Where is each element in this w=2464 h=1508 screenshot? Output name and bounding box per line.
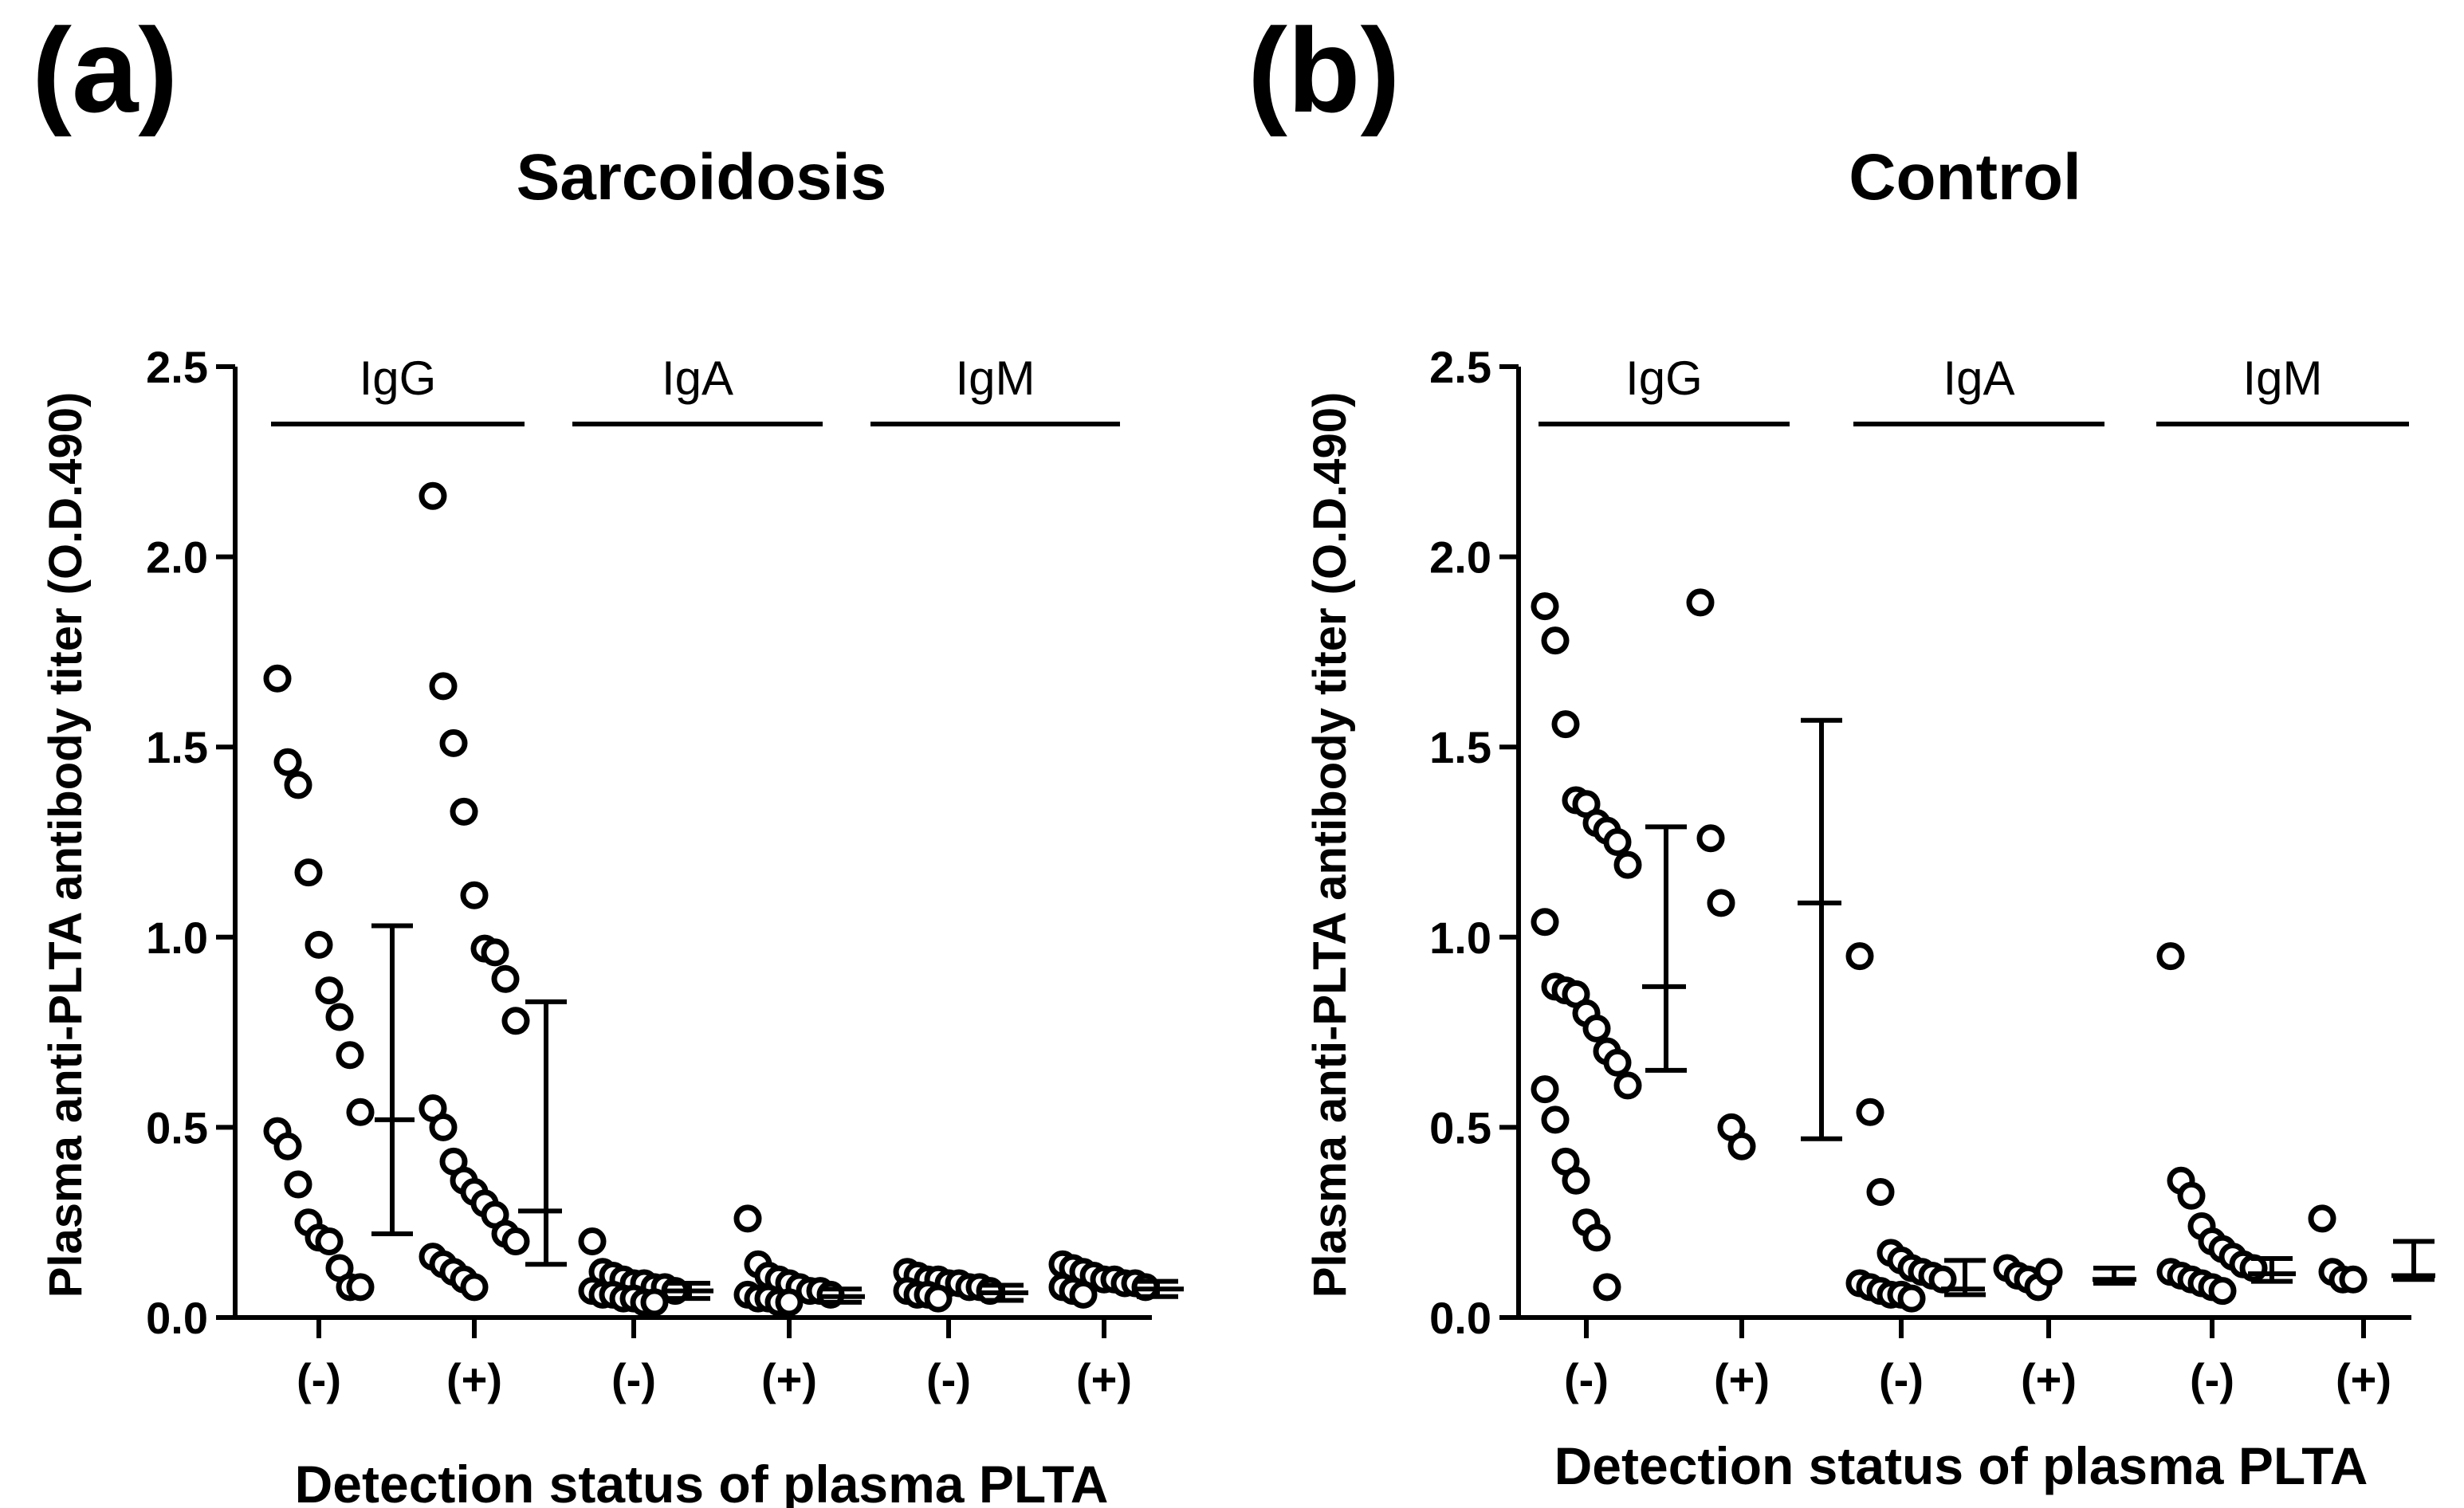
x-axis-label-b: Detection status of plasma PLTA	[1554, 1436, 2368, 1495]
x-tick-label: (+)	[761, 1354, 817, 1404]
data-point	[429, 1113, 458, 1141]
x-tick-label: (-)	[2190, 1354, 2234, 1404]
data-point	[1582, 1223, 1611, 1252]
data-point	[1582, 1014, 1611, 1043]
y-tick-label: 0.5	[146, 1102, 208, 1153]
data-point	[346, 1273, 375, 1302]
data-point	[1603, 828, 1632, 856]
y-tick-label: 0.5	[1429, 1102, 1491, 1153]
group-label: IgM	[2242, 351, 2322, 405]
x-tick-label: (-)	[1564, 1354, 1609, 1404]
y-tick-label: 0.0	[146, 1293, 208, 1343]
panel-title-b: Control	[1849, 141, 2081, 214]
data-point	[733, 1204, 762, 1233]
data-point	[1856, 1098, 1884, 1126]
data-point	[429, 672, 458, 701]
data-point	[924, 1284, 953, 1313]
data-point	[1069, 1280, 1098, 1309]
data-point	[1845, 942, 1874, 971]
panel-a: (a) Sarcoidosis Plasma anti-PLTA antibod…	[32, 3, 1184, 1508]
data-point	[1707, 889, 1735, 917]
x-tick-label: (+)	[2021, 1354, 2077, 1404]
data-point	[315, 976, 344, 1005]
y-tick-label: 1.5	[1429, 722, 1491, 772]
data-point	[273, 748, 302, 776]
x-axis-label-a: Detection status of plasma PLTA	[295, 1455, 1109, 1508]
data-point	[578, 1227, 607, 1256]
data-point	[1897, 1284, 1926, 1313]
panel-label-a: (a)	[32, 3, 178, 137]
data-point	[439, 728, 468, 757]
data-point	[1727, 1132, 1756, 1160]
data-point	[273, 1132, 302, 1160]
group-label: IgA	[1943, 351, 2014, 405]
data-point	[1562, 1166, 1590, 1195]
data-point	[1541, 626, 1570, 655]
data-point	[263, 664, 292, 693]
x-tick-label: (+)	[1076, 1354, 1132, 1404]
data-point	[1531, 1075, 1559, 1104]
x-tick-label: (-)	[1879, 1354, 1924, 1404]
data-point	[2339, 1265, 2368, 1294]
y-axis-label-a: Plasma anti-PLTA antibody titer (O.D.490…	[40, 392, 92, 1298]
data-point	[419, 481, 447, 510]
data-point	[450, 797, 478, 826]
x-tick-label: (+)	[1714, 1354, 1770, 1404]
panel-b: (b) Control Plasma anti-PLTA antibody ti…	[1248, 3, 2435, 1495]
data-point	[2177, 1181, 2206, 1210]
x-tick-label: (+)	[2336, 1354, 2391, 1404]
panel-label-b: (b)	[1248, 3, 1401, 137]
group-label: IgG	[1625, 351, 1703, 405]
data-point	[491, 964, 520, 993]
data-point	[481, 938, 509, 967]
group-label: IgG	[360, 351, 437, 405]
group-label: IgM	[955, 351, 1035, 405]
data-point	[305, 930, 333, 959]
data-point	[1613, 1071, 1642, 1100]
data-point	[501, 1227, 530, 1256]
data-point	[460, 881, 489, 909]
y-tick-label: 2.5	[1429, 342, 1491, 392]
data-point	[1686, 588, 1715, 617]
data-point	[1531, 908, 1559, 937]
data-point	[2156, 942, 2185, 971]
data-point	[775, 1288, 804, 1317]
data-point	[1613, 850, 1642, 879]
x-tick-label: (-)	[297, 1354, 341, 1404]
y-tick-label: 0.0	[1429, 1293, 1491, 1343]
data-point	[640, 1288, 669, 1317]
x-tick-label: (-)	[611, 1354, 656, 1404]
data-point	[315, 1227, 344, 1256]
data-point	[2034, 1258, 2063, 1286]
data-point	[294, 858, 323, 887]
data-point	[1603, 1048, 1632, 1077]
data-point	[336, 1041, 364, 1070]
group-label: IgA	[662, 351, 733, 405]
data-point	[2308, 1204, 2336, 1233]
data-point	[284, 771, 312, 799]
data-point	[1531, 592, 1559, 621]
data-point	[346, 1098, 375, 1126]
panel-title-a: Sarcoidosis	[517, 141, 887, 214]
y-axis-label-b: Plasma anti-PLTA antibody titer (O.D.490…	[1304, 392, 1356, 1298]
data-point	[2208, 1277, 2237, 1306]
data-point	[284, 1170, 312, 1199]
data-point	[1551, 710, 1580, 739]
y-tick-label: 2.5	[146, 342, 208, 392]
y-tick-label: 1.5	[146, 722, 208, 772]
data-point	[501, 1007, 530, 1035]
y-tick-label: 2.0	[146, 532, 208, 583]
y-tick-label: 2.0	[1429, 532, 1491, 583]
data-point	[1541, 1105, 1570, 1134]
data-point	[1593, 1273, 1621, 1302]
y-tick-label: 1.0	[146, 913, 208, 963]
data-point	[325, 1003, 354, 1031]
x-tick-label: (+)	[446, 1354, 502, 1404]
data-point	[1696, 824, 1725, 853]
data-point	[460, 1273, 489, 1302]
y-tick-label: 1.0	[1429, 913, 1491, 963]
x-tick-label: (-)	[926, 1354, 971, 1404]
data-point	[1866, 1178, 1895, 1207]
